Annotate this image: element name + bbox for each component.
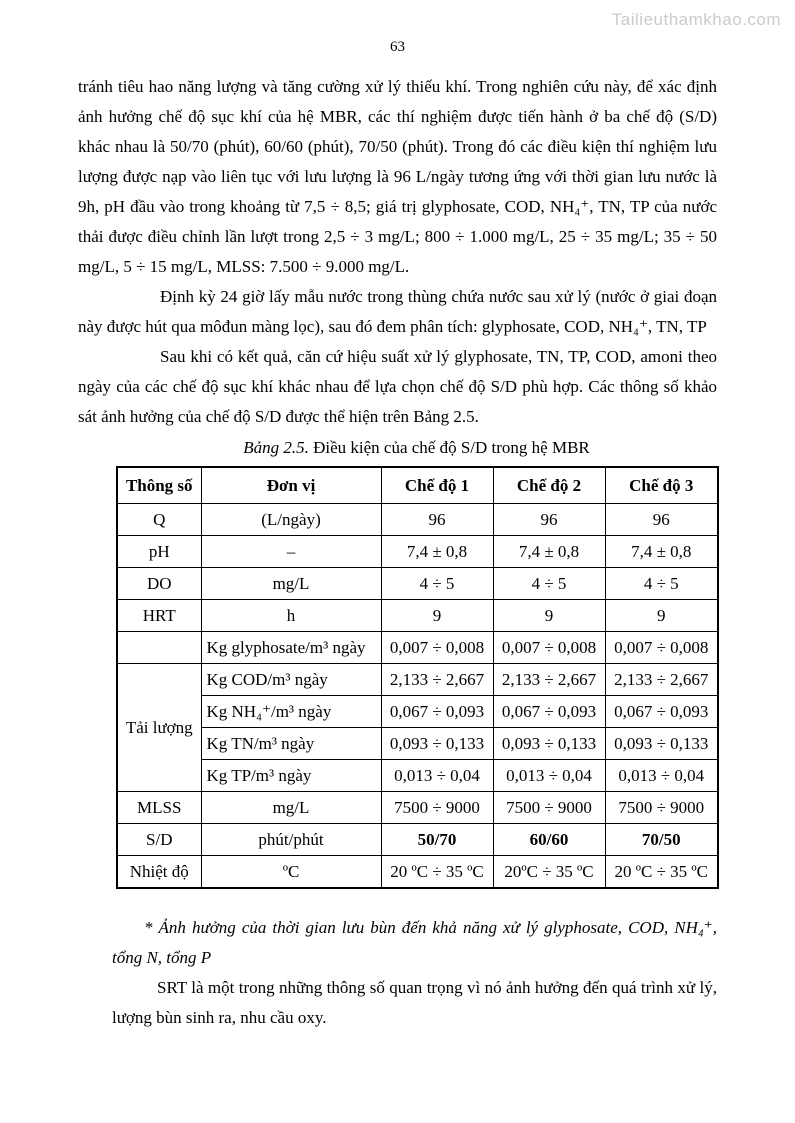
table-caption-text: Điều kiện của chế độ S/D trong hệ MBR bbox=[308, 438, 590, 457]
value-cell: 96 bbox=[604, 503, 719, 536]
column-header-param: Thông số bbox=[116, 466, 202, 504]
value-cell: 9 bbox=[380, 599, 494, 632]
value-cell: 7,4 ± 0,8 bbox=[380, 535, 494, 568]
table-row-load-glyphosate: Kg glyphosate/m³ ngày 0,007 ÷ 0,008 0,00… bbox=[116, 631, 719, 664]
value-cell: 0,013 ÷ 0,04 bbox=[380, 759, 494, 792]
value-cell: 2,133 ÷ 2,667 bbox=[492, 663, 606, 696]
table-row-hrt: HRT h 9 9 9 bbox=[116, 599, 719, 632]
paragraph-srt: SRT là một trong những thông số quan trọ… bbox=[112, 978, 717, 1027]
value-cell: 7,4 ± 0,8 bbox=[492, 535, 606, 568]
table-row-mlss: MLSS mg/L 7500 ÷ 9000 7500 ÷ 9000 7500 ÷… bbox=[116, 791, 719, 824]
row-label: Q bbox=[116, 503, 202, 536]
value-cell: 0,067 ÷ 0,093 bbox=[604, 695, 719, 728]
unit-cell: ºC bbox=[200, 855, 382, 889]
paragraph-sampling: Định kỳ 24 giờ lấy mẫu nước trong thùng … bbox=[78, 287, 717, 336]
table-row-sd: S/D phút/phút 50/70 60/60 70/50 bbox=[116, 823, 719, 856]
value-cell: 0,013 ÷ 0,04 bbox=[604, 759, 719, 792]
row-label: HRT bbox=[116, 599, 202, 632]
value-cell: 20 ºC ÷ 35 ºC bbox=[380, 855, 494, 889]
value-cell: 0,067 ÷ 0,093 bbox=[380, 695, 494, 728]
value-cell: 50/70 bbox=[380, 823, 494, 856]
value-cell: 2,133 ÷ 2,667 bbox=[604, 663, 719, 696]
value-cell: 4 ÷ 5 bbox=[380, 567, 494, 600]
unit-cell: (L/ngày) bbox=[200, 503, 382, 536]
value-cell: 0,007 ÷ 0,008 bbox=[604, 631, 719, 664]
row-label: MLSS bbox=[116, 791, 202, 824]
row-label: pH bbox=[116, 535, 202, 568]
column-header-unit: Đơn vị bbox=[200, 466, 382, 504]
row-label: Nhiệt độ bbox=[116, 855, 202, 889]
unit-cell: mg/L bbox=[200, 567, 382, 600]
value-cell: 20 ºC ÷ 35 ºC bbox=[604, 855, 719, 889]
paragraph-selection: Sau khi có kết quả, căn cứ hiệu suất xử … bbox=[78, 347, 717, 426]
unit-cell: Kg TN/m³ ngày bbox=[200, 727, 382, 760]
table-row-q: Q (L/ngày) 96 96 96 bbox=[116, 503, 719, 536]
value-cell: 0,093 ÷ 0,133 bbox=[604, 727, 719, 760]
body-text: tránh tiêu hao năng lượng và tăng cường … bbox=[78, 72, 717, 432]
value-cell: 96 bbox=[380, 503, 494, 536]
value-cell: 7500 ÷ 9000 bbox=[492, 791, 606, 824]
unit-cell: phút/phút bbox=[200, 823, 382, 856]
table-row-load-tn: Kg TN/m³ ngày 0,093 ÷ 0,133 0,093 ÷ 0,13… bbox=[117, 727, 719, 760]
table-row-load-tp: Kg TP/m³ ngày 0,013 ÷ 0,04 0,013 ÷ 0,04 … bbox=[117, 759, 719, 792]
page-number: 63 bbox=[390, 39, 405, 55]
column-header-mode1: Chế độ 1 bbox=[380, 466, 494, 504]
value-cell: 0,007 ÷ 0,008 bbox=[380, 631, 494, 664]
value-cell: 0,007 ÷ 0,008 bbox=[492, 631, 606, 664]
value-cell: 2,133 ÷ 2,667 bbox=[380, 663, 494, 696]
conditions-table: Thông số Đơn vị Chế độ 1 Chế độ 2 Chế độ… bbox=[116, 466, 719, 889]
paragraph-intro: tránh tiêu hao năng lượng và tăng cường … bbox=[78, 77, 717, 276]
value-cell: 60/60 bbox=[492, 823, 606, 856]
value-cell: 0,093 ÷ 0,133 bbox=[492, 727, 606, 760]
watermark: Tailieuthamkhao.com bbox=[611, 10, 781, 29]
bottom-section: * Ảnh hưởng của thời gian lưu bùn đến kh… bbox=[112, 913, 717, 1033]
value-cell: 7500 ÷ 9000 bbox=[604, 791, 719, 824]
value-cell: 0,067 ÷ 0,093 bbox=[492, 695, 606, 728]
table-row-temperature: Nhiệt độ ºC 20 ºC ÷ 35 ºC 20ºC ÷ 35 ºC 2… bbox=[116, 855, 719, 889]
value-cell: 9 bbox=[492, 599, 606, 632]
unit-cell: mg/L bbox=[200, 791, 382, 824]
value-cell: 7,4 ± 0,8 bbox=[604, 535, 719, 568]
column-header-mode3: Chế độ 3 bbox=[604, 466, 719, 504]
value-cell: 9 bbox=[604, 599, 719, 632]
unit-cell: h bbox=[200, 599, 382, 632]
value-cell: 7500 ÷ 9000 bbox=[380, 791, 494, 824]
unit-cell: Kg COD/m³ ngày bbox=[200, 663, 382, 696]
row-label-load-group: Tải lượng bbox=[116, 663, 202, 792]
unit-cell: Kg NH₄⁺/m³ ngày bbox=[200, 695, 382, 728]
unit-cell: Kg TP/m³ ngày bbox=[200, 759, 382, 792]
column-header-mode2: Chế độ 2 bbox=[492, 466, 606, 504]
row-label: DO bbox=[116, 567, 202, 600]
unit-cell: Kg glyphosate/m³ ngày bbox=[200, 631, 382, 664]
table-row-do: DO mg/L 4 ÷ 5 4 ÷ 5 4 ÷ 5 bbox=[116, 567, 719, 600]
row-label: S/D bbox=[116, 823, 202, 856]
footnote-srt-heading: * Ảnh hưởng của thời gian lưu bùn đến kh… bbox=[112, 918, 717, 967]
value-cell: 20ºC ÷ 35 ºC bbox=[492, 855, 606, 889]
value-cell: 96 bbox=[492, 503, 606, 536]
value-cell: 0,013 ÷ 0,04 bbox=[492, 759, 606, 792]
table-row-ph: pH – 7,4 ± 0,8 7,4 ± 0,8 7,4 ± 0,8 bbox=[116, 535, 719, 568]
value-cell: 4 ÷ 5 bbox=[492, 567, 606, 600]
row-label bbox=[116, 631, 202, 664]
table-row-load-nh4: Kg NH₄⁺/m³ ngày 0,067 ÷ 0,093 0,067 ÷ 0,… bbox=[117, 695, 719, 728]
table-caption: Bảng 2.5. Điều kiện của chế độ S/D trong… bbox=[116, 434, 717, 462]
value-cell: 0,093 ÷ 0,133 bbox=[380, 727, 494, 760]
unit-cell: – bbox=[200, 535, 382, 568]
table-row-load-cod: Tải lượng Kg COD/m³ ngày 2,133 ÷ 2,667 2… bbox=[116, 663, 719, 792]
value-cell: 70/50 bbox=[604, 823, 719, 856]
value-cell: 4 ÷ 5 bbox=[604, 567, 719, 600]
table-caption-label: Bảng 2.5. bbox=[243, 438, 309, 457]
table-header-row: Thông số Đơn vị Chế độ 1 Chế độ 2 Chế độ… bbox=[116, 466, 719, 504]
